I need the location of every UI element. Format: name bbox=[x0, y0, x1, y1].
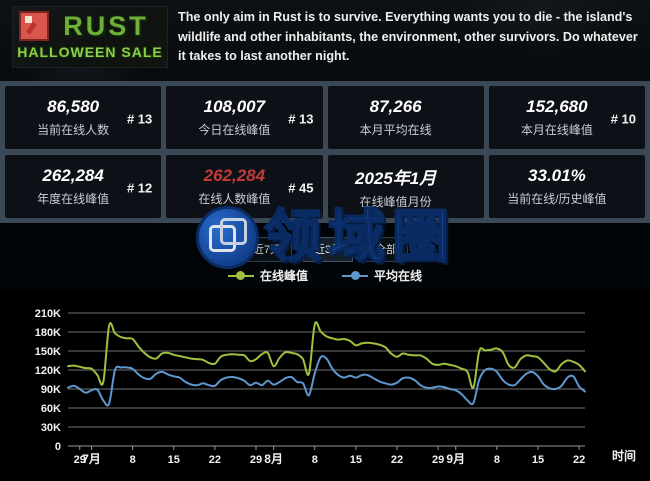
legend-peak-marker bbox=[227, 271, 254, 280]
tab-all-time[interactable]: 全部 bbox=[364, 237, 409, 262]
svg-text:29: 29 bbox=[74, 454, 86, 466]
rust-logo-icon bbox=[19, 11, 49, 41]
tab-last-3-months[interactable]: 近3月 bbox=[303, 237, 354, 262]
stat-card-month-average: 87,266 本月平均在线 bbox=[327, 86, 484, 149]
svg-text:8: 8 bbox=[130, 454, 136, 466]
svg-text:15: 15 bbox=[532, 454, 544, 466]
svg-text:0: 0 bbox=[55, 441, 61, 453]
stat-value: 108,007 bbox=[203, 97, 266, 116]
stat-label: 本月平均在线 bbox=[359, 123, 432, 137]
svg-text:8: 8 bbox=[312, 454, 318, 466]
stat-value: 87,266 bbox=[369, 97, 422, 116]
svg-text:22: 22 bbox=[573, 454, 585, 466]
svg-text:180K: 180K bbox=[35, 327, 61, 339]
stat-rank: # 10 bbox=[610, 111, 636, 127]
legend-average-marker bbox=[342, 271, 368, 280]
legend-item-average[interactable]: 平均在线 bbox=[342, 267, 422, 284]
stat-label: 本月在线峰值 bbox=[520, 123, 593, 137]
stat-value: 262,284 bbox=[203, 166, 266, 185]
svg-text:9月: 9月 bbox=[446, 452, 465, 466]
svg-text:150K: 150K bbox=[35, 346, 61, 358]
svg-text:8月: 8月 bbox=[264, 452, 283, 466]
header-banner: RUST HALLOWEEN SALE The only aim in Rust… bbox=[0, 0, 650, 81]
stat-label: 当前在线人数 bbox=[37, 123, 110, 137]
stat-value: 152,680 bbox=[526, 97, 588, 116]
online-players-chart: 0 30K 60K 90K 120K 150K 180K 210K 29 7月 8 15 22 29 8月 8… bbox=[0, 290, 650, 481]
stat-value: 2025年1月 bbox=[354, 168, 437, 188]
stat-label: 年度在线峰值 bbox=[37, 192, 110, 206]
stat-card-alltime-peak: 262,284 在线人数峰值 # 45 bbox=[166, 155, 323, 218]
logo-title: RUST bbox=[63, 10, 149, 41]
svg-text:29: 29 bbox=[250, 454, 262, 466]
chart-legend: 在线峰值 平均在线 bbox=[0, 267, 650, 284]
stat-value: 86,580 bbox=[47, 97, 100, 116]
stat-card-current-vs-peak: 33.01% 当前在线/历史峰值 bbox=[488, 155, 645, 218]
game-description: The only aim in Rust is to survive. Ever… bbox=[178, 10, 638, 64]
stat-card-month-peak: 152,680 本月在线峰值 # 10 bbox=[488, 86, 645, 149]
stat-card-today-peak: 108,007 今日在线峰值 # 13 bbox=[166, 86, 323, 149]
legend-item-peak[interactable]: 在线峰值 bbox=[227, 267, 308, 284]
svg-text:29: 29 bbox=[432, 454, 444, 466]
svg-text:时间: 时间 bbox=[612, 448, 636, 463]
stat-card-current-online: 86,580 当前在线人数 # 13 bbox=[5, 86, 162, 149]
stat-label: 在线峰值月份 bbox=[359, 194, 432, 209]
svg-text:15: 15 bbox=[350, 454, 362, 466]
legend-peak-label: 在线峰值 bbox=[259, 269, 308, 283]
svg-text:22: 22 bbox=[209, 454, 221, 466]
svg-text:60K: 60K bbox=[41, 403, 61, 415]
svg-text:210K: 210K bbox=[35, 308, 61, 320]
svg-text:15: 15 bbox=[168, 454, 180, 466]
logo-subtitle: HALLOWEEN SALE bbox=[17, 44, 163, 60]
legend-average-label: 平均在线 bbox=[374, 269, 423, 283]
stat-rank: # 13 bbox=[288, 111, 314, 127]
svg-text:120K: 120K bbox=[35, 365, 61, 377]
rust-halloween-logo: RUST HALLOWEEN SALE bbox=[12, 6, 168, 68]
stat-label: 当前在线/历史峰值 bbox=[507, 192, 607, 206]
svg-text:90K: 90K bbox=[41, 384, 61, 396]
range-tabs: 近7天 近3月 全部 bbox=[0, 237, 650, 262]
svg-text:22: 22 bbox=[391, 454, 403, 466]
stat-label: 在线人数峰值 bbox=[198, 192, 271, 206]
svg-text:7月: 7月 bbox=[82, 452, 101, 466]
tab-last-7-days[interactable]: 近7天 bbox=[241, 237, 292, 262]
stat-rank: # 13 bbox=[126, 111, 153, 127]
chart-controls: 近7天 近3月 全部 在线峰值 平均在线 领域圈 bbox=[0, 206, 650, 290]
stat-card-peak-month: 2025年1月 在线峰值月份 bbox=[327, 155, 484, 218]
stat-label: 今日在线峰值 bbox=[198, 123, 271, 137]
stat-rank: # 12 bbox=[126, 180, 153, 196]
svg-text:8: 8 bbox=[494, 454, 500, 466]
svg-text:30K: 30K bbox=[41, 422, 61, 434]
stat-card-year-peak: 262,284 年度在线峰值 # 12 bbox=[5, 155, 162, 218]
stats-grid: 86,580 当前在线人数 # 13 108,007 今日在线峰值 # 13 8… bbox=[0, 81, 650, 223]
stat-value: 262,284 bbox=[42, 166, 104, 185]
stat-value: 33.01% bbox=[528, 166, 586, 185]
stat-rank: # 45 bbox=[288, 180, 314, 196]
